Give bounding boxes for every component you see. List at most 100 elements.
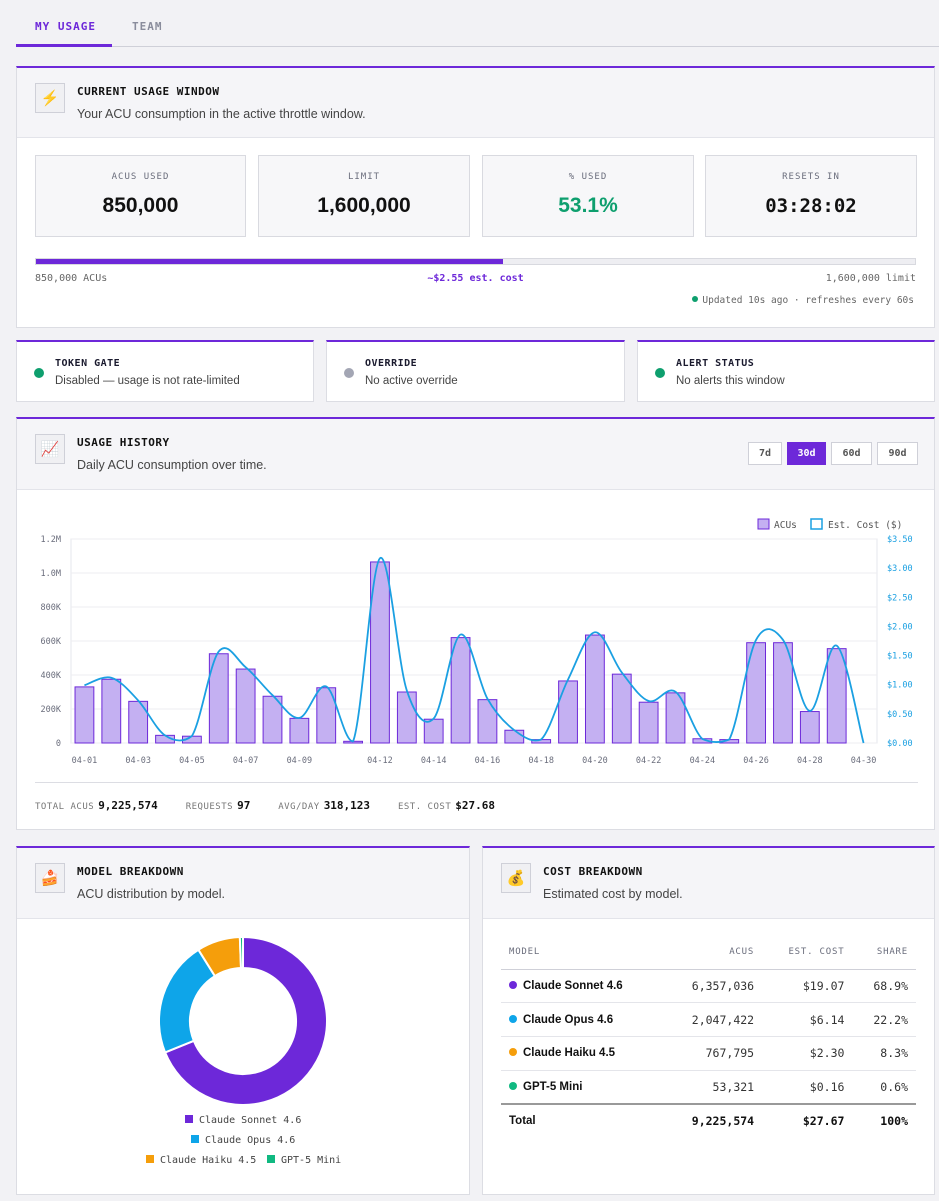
usage-history-header: 📈 USAGE HISTORY Daily ACU consumption ov… <box>17 419 934 490</box>
y-right-tick-label: $3.50 <box>887 535 913 545</box>
tab-bar: MY USAGE TEAM <box>16 0 939 47</box>
cost-breakdown-panel: 💰 COST BREAKDOWN Estimated cost by model… <box>482 846 935 1195</box>
range-90d-button[interactable]: 90d <box>877 442 918 465</box>
model-cell: GPT-5 Mini <box>501 1070 664 1105</box>
panel-subtitle: Estimated cost by model. <box>543 887 683 901</box>
panel-subtitle: ACU distribution by model. <box>77 887 225 901</box>
y-right-tick-label: $2.50 <box>887 593 913 603</box>
active-tab-indicator <box>16 44 112 47</box>
bar-acus <box>423 718 444 744</box>
bar-acus <box>316 687 337 744</box>
x-tick-label: 04-24 <box>690 756 716 766</box>
y-left-tick-label: 1.2M <box>41 535 61 545</box>
range-7d-button[interactable]: 7d <box>748 442 782 465</box>
bar-acus <box>584 634 605 744</box>
tab-team[interactable]: TEAM <box>132 20 163 33</box>
range-60d-button[interactable]: 60d <box>831 442 872 465</box>
tab-my-usage[interactable]: MY USAGE <box>35 20 96 33</box>
acus-cell: 2,047,422 <box>663 1002 763 1037</box>
y-right-tick-label: $3.00 <box>887 564 913 574</box>
model-name: Claude Haiku 4.5 <box>523 1047 616 1060</box>
live-dot-icon <box>692 296 699 302</box>
x-tick-label: 04-18 <box>528 756 554 766</box>
panel-title: COST BREAKDOWN <box>543 865 643 878</box>
status-title: TOKEN GATE <box>55 358 121 369</box>
range-30d-button[interactable]: 30d <box>787 442 826 465</box>
model-dot-icon <box>509 1014 517 1023</box>
chart-icon: 📈 <box>35 434 65 464</box>
lightning-icon: ⚡ <box>35 83 65 113</box>
y-left-tick-label: 0 <box>56 739 61 749</box>
legend-label: Claude Sonnet 4.6 <box>199 1115 302 1126</box>
model-cell: Claude Sonnet 4.6 <box>501 969 664 1004</box>
summary-divider <box>35 782 918 783</box>
progress-used-label: 850,000 ACUs <box>35 273 108 284</box>
summary-requests-value: 97 <box>237 799 251 812</box>
status-dot-icon <box>344 368 354 378</box>
model-name: Claude Sonnet 4.6 <box>523 979 623 992</box>
progress-limit-label: 1,600,000 limit <box>825 273 916 284</box>
bar-acus <box>558 680 578 744</box>
legend-cost-label: Est. Cost ($) <box>828 520 902 531</box>
x-tick-label: 04-12 <box>367 756 393 766</box>
summary-requests-label: REQUESTS <box>185 802 234 812</box>
table-row: GPT-5 Mini 53,321 $0.16 0.6% <box>501 1070 916 1105</box>
acus-cell: 767,795 <box>663 1036 763 1071</box>
legend-acus-label: ACUs <box>774 520 797 531</box>
x-tick-label: 04-30 <box>851 756 877 766</box>
stat-percent-used: % USED 53.1% <box>482 155 694 237</box>
current-usage-header: ⚡ CURRENT USAGE WINDOW Your ACU consumpt… <box>17 68 934 138</box>
y-left-tick-label: 1.0M <box>41 569 61 579</box>
cost-breakdown-table: MODEL ACUS EST. COST SHARE Claude Sonnet… <box>501 936 916 1138</box>
panel-subtitle: Your ACU consumption in the active throt… <box>77 107 366 121</box>
status-dot-icon <box>655 368 665 378</box>
stat-label: ACUS USED <box>111 172 170 182</box>
legend-swatch-icon <box>267 1155 275 1163</box>
status-desc: No alerts this window <box>676 375 785 387</box>
status-card-token-gate: TOKEN GATE Disabled — usage is not rate-… <box>16 340 314 402</box>
model-dot-icon <box>509 1081 517 1090</box>
status-title: ALERT STATUS <box>676 358 755 369</box>
bar-acus <box>826 648 847 744</box>
donut-slice <box>163 935 328 1106</box>
donut-slice <box>158 948 217 1054</box>
y-right-tick-label: $1.00 <box>887 681 913 691</box>
panel-title: USAGE HISTORY <box>77 436 170 449</box>
legend-label: GPT-5 Mini <box>281 1155 342 1166</box>
table-row: Claude Haiku 4.5 767,795 $2.30 8.3% <box>501 1036 916 1071</box>
x-tick-label: 04-14 <box>421 756 447 766</box>
table-row: Claude Opus 4.6 2,047,422 $6.14 22.2% <box>501 1002 916 1037</box>
y-right-tick-label: $0.00 <box>887 739 913 749</box>
bar-acus <box>638 701 659 744</box>
model-dot-icon <box>509 980 517 989</box>
stat-value: 53.1% <box>558 194 618 217</box>
y-left-tick-label: 800K <box>41 603 62 613</box>
y-right-tick-label: $0.50 <box>887 710 913 720</box>
stat-label: % USED <box>568 172 608 182</box>
column-header-model: MODEL <box>501 936 664 970</box>
bar-acus <box>289 717 310 744</box>
legend-claude-sonnet: Claude Sonnet 4.6 <box>185 1115 301 1126</box>
x-tick-label: 04-03 <box>125 756 151 766</box>
bar-acus <box>773 642 793 744</box>
legend-claude-haiku: Claude Haiku 4.5 <box>146 1155 256 1166</box>
cost-cell: $6.14 <box>762 1002 853 1037</box>
summary-total-value: 9,225,574 <box>98 799 158 812</box>
x-tick-label: 04-16 <box>475 756 501 766</box>
total-share: 100% <box>852 1102 916 1138</box>
x-tick-label: 04-05 <box>179 756 205 766</box>
stat-value: 03:28:02 <box>765 195 857 217</box>
summary-cost-label: EST. COST <box>397 802 452 812</box>
bar-acus <box>504 729 525 744</box>
table-row: Claude Sonnet 4.6 6,357,036 $19.07 68.9% <box>501 969 916 1004</box>
status-card-override: OVERRIDE No active override <box>326 340 625 402</box>
bar-acus <box>101 678 122 744</box>
model-name: GPT-5 Mini <box>523 1080 583 1093</box>
acus-cell: 6,357,036 <box>663 969 763 1004</box>
bar-acus <box>235 668 256 744</box>
column-header-share: SHARE <box>852 936 916 970</box>
usage-progress-bar <box>35 258 916 265</box>
y-right-tick-label: $1.50 <box>887 652 913 662</box>
column-header-cost: EST. COST <box>762 936 853 970</box>
bar-acus <box>370 561 390 744</box>
